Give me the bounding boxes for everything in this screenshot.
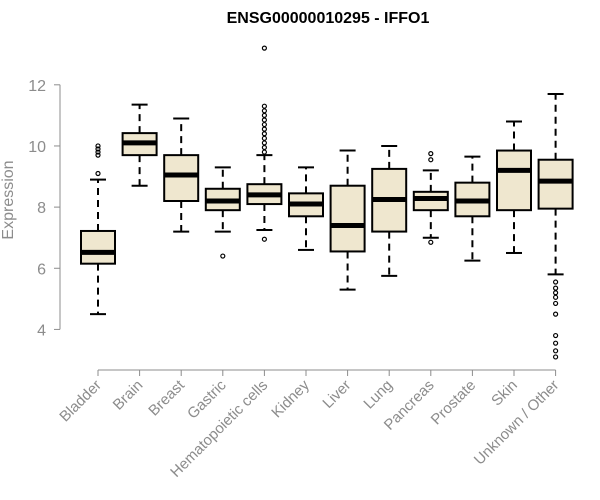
y-tick-label: 4 [37, 322, 46, 339]
outlier-point [552, 294, 559, 300]
outlier-point [552, 354, 559, 360]
x-tick-label: Prostate [428, 377, 480, 429]
box-skin [496, 120, 532, 254]
outlier-point [95, 152, 101, 158]
x-tick-label: Breast [145, 376, 188, 419]
outlier-point [428, 239, 434, 245]
outlier-point [428, 151, 434, 157]
outlier-point [552, 290, 559, 296]
x-tick-label: Lung [360, 377, 396, 413]
outlier-point [261, 149, 267, 155]
x-tick-label: Skin [488, 377, 521, 410]
outlier-point [95, 143, 101, 149]
x-tick-label: Kidney [268, 376, 313, 421]
outlier-point [552, 311, 559, 317]
outlier-point [552, 348, 559, 354]
box-kidney [288, 166, 324, 251]
box-gastric [204, 166, 241, 259]
y-tick-label: 10 [28, 139, 46, 156]
outlier-point [261, 140, 267, 146]
y-tick-label: 8 [37, 200, 46, 217]
iqr-box [163, 154, 200, 202]
outlier-point [95, 170, 101, 177]
iqr-box [329, 184, 366, 253]
outlier-point [261, 236, 267, 242]
outlier-point [552, 340, 559, 346]
outlier-point [261, 45, 267, 51]
y-axis-label: Expression [0, 160, 17, 239]
box-unknown-other [537, 92, 574, 360]
iqr-box [80, 229, 116, 265]
outlier-point [552, 279, 559, 285]
x-tick-label: Bladder [56, 377, 105, 426]
outlier-point [261, 121, 267, 128]
outlier-point [552, 285, 559, 291]
outlier-point [552, 300, 559, 307]
outlier-point [220, 253, 226, 259]
outlier-point [261, 117, 267, 123]
outlier-point [261, 112, 267, 118]
box-pancreas [412, 151, 449, 245]
iqr-box [537, 158, 574, 210]
outlier-point [428, 157, 434, 163]
box-liver [329, 149, 366, 291]
box-brain [121, 103, 158, 187]
box-prostate [454, 155, 491, 262]
box-hematopoietic-cells [246, 45, 283, 242]
x-tick-label: Liver [319, 377, 354, 412]
y-tick-label: 6 [37, 261, 46, 278]
outlier-point [261, 108, 267, 114]
outlier-point [261, 103, 267, 109]
box-lung [371, 144, 408, 277]
box-series [80, 45, 574, 360]
x-tick-label: Brain [110, 377, 147, 414]
y-axis: 4 6 8 10 12 [28, 78, 61, 339]
outlier-point [261, 135, 267, 141]
outlier-point [261, 126, 267, 132]
outlier-point [552, 332, 559, 339]
y-tick-label: 12 [28, 78, 46, 95]
outlier-point [95, 146, 101, 152]
iqr-box [496, 149, 532, 212]
chart-title: ENSG00000010295 - IFFO1 [227, 10, 430, 27]
outlier-point [261, 131, 267, 137]
outlier-point [261, 144, 267, 151]
box-breast [163, 117, 200, 233]
outlier-point [95, 149, 101, 155]
box-bladder [80, 143, 116, 316]
